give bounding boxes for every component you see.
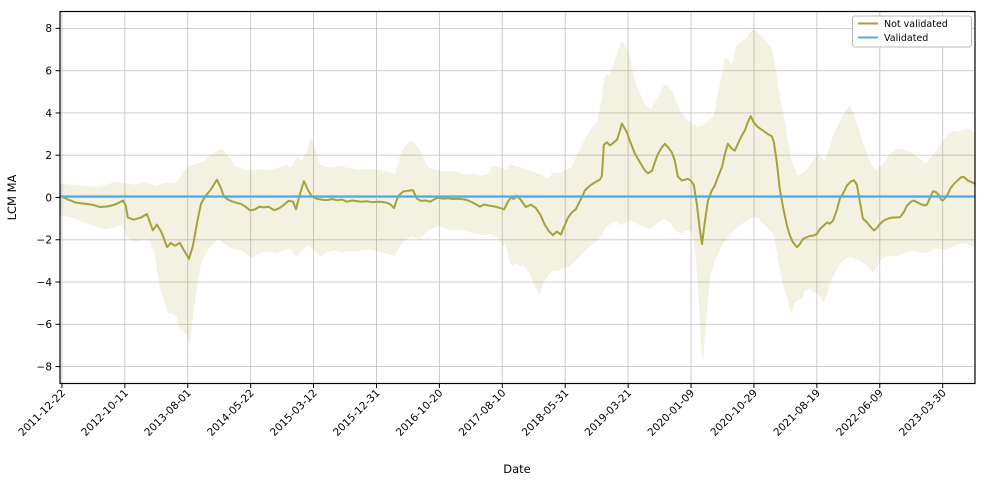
x-tick-label: 2020-01-09 [646, 387, 698, 439]
y-tick-label: −4 [37, 277, 53, 289]
x-tick-label: 2013-08-01 [142, 387, 194, 439]
y-axis-label: LCM MA [5, 174, 19, 220]
x-tick-label: 2016-10-20 [394, 387, 446, 439]
legend-box [852, 15, 972, 48]
x-tick-label: 2015-12-31 [331, 387, 383, 439]
x-tick-label: 2011-12-22 [16, 387, 68, 439]
x-tick-label: 2022-06-09 [834, 387, 886, 439]
y-tick-label: 4 [45, 108, 52, 120]
y-tick-label: −2 [37, 235, 52, 247]
legend: Not validated Validated [852, 15, 972, 48]
x-tick-label: 2015-03-12 [268, 387, 320, 439]
x-tick-label: 2019-03-21 [583, 387, 635, 439]
y-tick-label: 6 [45, 65, 52, 77]
x-tick-label: 2023-03-30 [897, 387, 949, 439]
y-tick-label: −6 [37, 319, 53, 331]
x-axis-label: Date [503, 462, 531, 476]
x-tick-label: 2021-08-19 [771, 387, 823, 439]
x-tick-label: 2020-10-29 [708, 387, 760, 439]
y-tick-label: −8 [37, 361, 52, 373]
y-tick-label: 2 [45, 150, 52, 162]
x-tick-label: 2014-05-22 [205, 387, 257, 439]
y-tick-label: 8 [45, 23, 52, 35]
legend-label-not-validated: Not validated [884, 19, 948, 30]
x-tick-label: 2018-05-31 [520, 387, 572, 439]
x-tick-label: 2017-08-10 [457, 387, 509, 439]
legend-label-validated: Validated [884, 33, 928, 44]
x-tick-label: 2012-10-11 [79, 387, 131, 439]
y-tick-label: 0 [45, 192, 52, 204]
